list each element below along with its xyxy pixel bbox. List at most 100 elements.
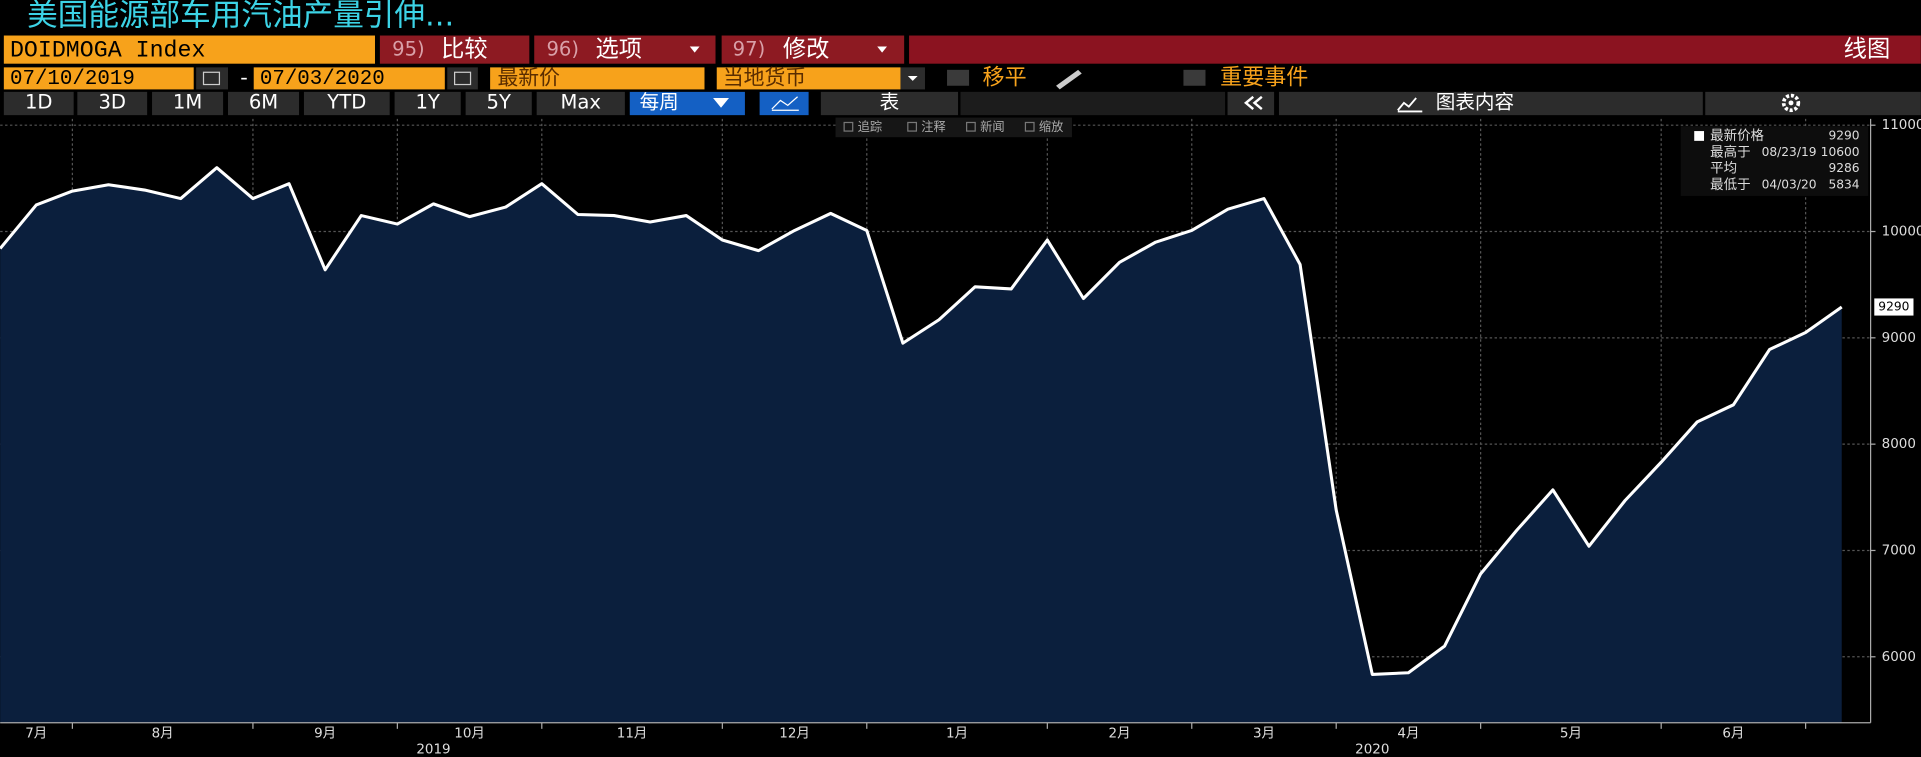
- calendar-icon[interactable]: [447, 67, 478, 90]
- chart-type: 线图: [1844, 36, 1891, 63]
- x-tick-label: 7月: [25, 726, 47, 742]
- legend-label: 最新价格: [1710, 128, 1764, 144]
- button-number: 96): [546, 38, 579, 61]
- area: [0, 167, 1842, 723]
- period-button[interactable]: [227, 91, 300, 116]
- button-number: 97): [733, 38, 766, 61]
- line: [0, 166, 1843, 676]
- legend-value: 9290: [1828, 128, 1859, 142]
- button[interactable]: 97) 修改: [721, 35, 905, 64]
- period-label: 1M: [173, 90, 202, 113]
- field: 最新价: [497, 65, 560, 89]
- period-button[interactable]: [303, 91, 390, 116]
- tool[interactable]: 新闻: [980, 119, 1004, 134]
- dropdown[interactable]: [900, 67, 925, 90]
- tool-icon: [843, 121, 854, 132]
- chart-content-button[interactable]: 图表内容: [1278, 90, 1703, 116]
- dropdown-arrow: [877, 46, 888, 53]
- chart-content: 图表内容: [1436, 90, 1514, 113]
- tool[interactable]: 追踪: [858, 119, 882, 134]
- y-tick-label: 9000: [1882, 330, 1916, 346]
- settings-button[interactable]: [1705, 91, 1921, 116]
- year-label: 2019: [416, 742, 450, 757]
- button-label: 选项: [595, 36, 642, 63]
- tool-icon: [907, 121, 918, 132]
- chart-style-button[interactable]: [759, 91, 809, 116]
- title-bar: [909, 35, 1921, 64]
- x-tick-label: 6月: [1722, 726, 1744, 742]
- ticker-box[interactable]: [3, 35, 375, 64]
- period-label: 1D: [25, 90, 53, 113]
- calendar-icon[interactable]: [196, 67, 228, 90]
- currency-select[interactable]: [716, 67, 901, 90]
- events: 重要事件: [1220, 65, 1308, 90]
- legend-label: 平均: [1710, 161, 1737, 177]
- y-tick-label: 10000: [1882, 224, 1921, 240]
- period-button[interactable]: [465, 91, 532, 116]
- x-tick-label: 12月: [779, 726, 810, 742]
- y-tick-label: 6000: [1882, 649, 1916, 665]
- tool[interactable]: 注释: [921, 119, 945, 134]
- date-separator: -: [240, 65, 248, 89]
- frequency-button[interactable]: 每周: [629, 90, 745, 116]
- period-label: 1Y: [415, 90, 439, 113]
- legend-value: 10600: [1821, 145, 1860, 159]
- period-label: YTD: [326, 90, 366, 113]
- button[interactable]: 95) 比较: [379, 35, 530, 64]
- tool[interactable]: 缩放: [1039, 119, 1063, 134]
- pen-icon[interactable]: [1056, 69, 1082, 90]
- last-price: 9290: [1878, 299, 1909, 313]
- period-button[interactable]: [536, 91, 625, 116]
- chart-tools: [835, 117, 1072, 138]
- x-tick-label: 4月: [1397, 726, 1419, 742]
- start-date: 07/10/2019: [10, 68, 135, 91]
- y-tick-label: 7000: [1882, 542, 1916, 558]
- x-tick-label: 11月: [617, 726, 648, 742]
- frequency: 每周: [640, 90, 679, 113]
- period-button[interactable]: [152, 91, 224, 116]
- legend-date: 04/03/20: [1762, 177, 1817, 191]
- y-tick-label: 8000: [1882, 436, 1916, 452]
- legend-swatch: [1694, 131, 1705, 141]
- end-date: 07/03/2020: [260, 68, 385, 91]
- checkbox[interactable]: [947, 69, 970, 86]
- x-tick-label: 9月: [314, 726, 336, 742]
- period-button[interactable]: [77, 91, 148, 116]
- button-label: 修改: [783, 36, 830, 63]
- x-tick-label: 3月: [1253, 726, 1275, 742]
- currency: 当地货币: [723, 65, 806, 89]
- y-tick-label: 11000: [1882, 117, 1921, 133]
- x-tick-label: 8月: [152, 726, 174, 742]
- legend-value: 5834: [1828, 177, 1859, 191]
- x-tick-label: 1月: [946, 726, 968, 742]
- smoothing: 移平: [983, 65, 1027, 90]
- legend-date: 08/23/19: [1762, 145, 1817, 159]
- period-label: 6M: [249, 90, 278, 113]
- tool-icon: [966, 121, 976, 132]
- table: 表: [880, 90, 900, 113]
- legend-value: 9286: [1828, 161, 1859, 175]
- page-title: 美国能源部车用汽油产量引伸...: [27, 0, 454, 34]
- legend-label: 最低于: [1710, 177, 1750, 193]
- date-input[interactable]: [253, 67, 445, 90]
- period-button[interactable]: [394, 91, 461, 116]
- x-tick-label: 5月: [1560, 726, 1582, 742]
- button[interactable]: 96) 选项: [534, 35, 716, 64]
- year-label: 2020: [1355, 742, 1389, 757]
- field-select[interactable]: [490, 67, 705, 90]
- period-button[interactable]: [3, 91, 74, 116]
- checkbox[interactable]: [1183, 69, 1206, 86]
- x-tick-label: 10月: [454, 726, 485, 742]
- toolbar-fill: [960, 91, 1226, 116]
- tool-icon: [1024, 121, 1035, 132]
- button-label: 比较: [441, 36, 488, 63]
- x-tick-label: 2月: [1109, 726, 1131, 742]
- table-button[interactable]: [820, 91, 959, 116]
- collapse-button[interactable]: [1227, 91, 1275, 116]
- period-label: Max: [561, 90, 601, 113]
- date-input[interactable]: [3, 67, 194, 90]
- dropdown-arrow: [689, 46, 700, 53]
- ticker: DOIDMOGA Index: [10, 37, 205, 63]
- legend-label: 最高于: [1710, 143, 1750, 160]
